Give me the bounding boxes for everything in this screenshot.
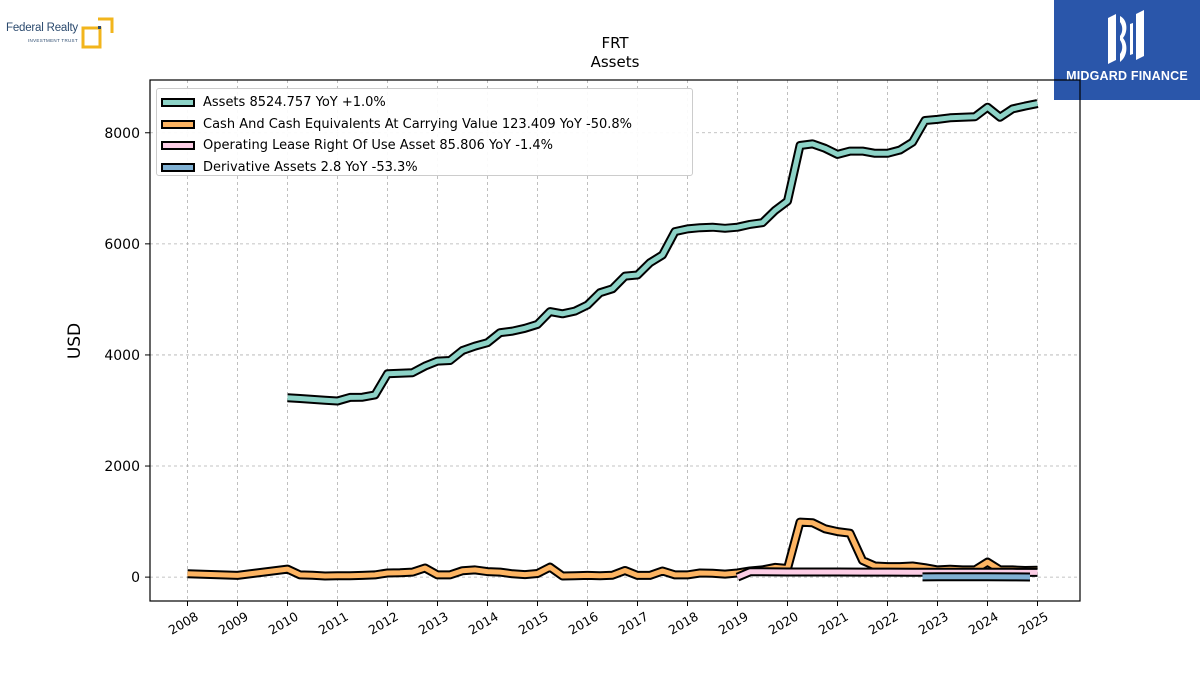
federal-realty-logo-sub: INVESTMENT TRUST	[28, 38, 78, 43]
x-tick-label: 2021	[816, 609, 851, 638]
x-tick-label: 2022	[866, 609, 901, 638]
y-tick-label: 0	[131, 570, 140, 586]
x-tick-label: 2017	[616, 609, 651, 638]
x-tick-label: 2018	[666, 609, 701, 638]
x-tick-label: 2024	[966, 609, 1001, 638]
x-tick-label: 2011	[316, 609, 351, 638]
series-lines	[187, 99, 1039, 582]
x-tick-label: 2008	[166, 609, 201, 638]
midgard-logo-name: MIDGARD FINANCE	[1066, 69, 1188, 83]
chart-subtitle: Assets	[591, 53, 640, 71]
y-tick-label: 6000	[104, 237, 140, 253]
legend-swatch-operating-lease	[161, 141, 195, 151]
legend-swatch-cash	[161, 119, 195, 129]
series-line-assets	[287, 101, 1038, 404]
plot-frame	[149, 79, 1081, 602]
x-tick-label: 2019	[716, 609, 751, 638]
x-tick-label: 2020	[766, 609, 801, 638]
y-tick-label: 2000	[104, 459, 140, 475]
legend-item-operating-lease: Operating Lease Right Of Use Asset 85.80…	[161, 135, 692, 157]
x-tick-label: 2015	[516, 609, 551, 638]
axis-ticks: 2008 2009 2010 2011 2012 2013 2014 2015 2016 2017…	[104, 126, 1050, 638]
chart-title: FRT	[601, 34, 629, 52]
federal-realty-logo-name: Federal Realty	[6, 22, 78, 34]
x-tick-label: 2013	[416, 609, 451, 638]
midgard-logo-mark-icon	[1108, 10, 1144, 64]
legend-label-derivative-assets: Derivative Assets 2.8 YoY -53.3%	[203, 159, 418, 175]
chart-legend: Assets 8524.757 YoY +1.0% Cash And Cash …	[156, 88, 693, 176]
x-tick-label: 2009	[216, 609, 251, 638]
x-tick-label: 2014	[466, 609, 501, 638]
y-axis-label: USD	[65, 323, 85, 359]
legend-label-cash: Cash And Cash Equivalents At Carrying Va…	[203, 116, 632, 132]
midgard-finance-logo: MIDGARD FINANCE	[1054, 0, 1200, 100]
legend-label-operating-lease: Operating Lease Right Of Use Asset 85.80…	[203, 138, 553, 154]
x-tick-label: 2016	[566, 609, 601, 638]
y-tick-label: 4000	[104, 348, 140, 364]
legend-swatch-derivative-assets	[161, 162, 195, 172]
x-tick-label: 2010	[266, 609, 301, 638]
legend-item-derivative-assets: Derivative Assets 2.8 YoY -53.3%	[161, 157, 692, 179]
federal-realty-logo: Federal Realty INVESTMENT TRUST	[4, 16, 114, 52]
y-tick-label: 8000	[104, 126, 140, 142]
x-tick-label: 2012	[366, 609, 401, 638]
legend-label-assets: Assets 8524.757 YoY +1.0%	[203, 95, 386, 111]
federal-realty-mark-icon	[81, 17, 114, 49]
x-tick-label: 2025	[1016, 609, 1051, 638]
legend-item-assets: Assets 8524.757 YoY +1.0%	[161, 92, 692, 114]
series-line-operating-lease	[736, 569, 1038, 580]
legend-swatch-assets	[161, 98, 195, 108]
series-line-cash	[187, 519, 1038, 579]
legend-item-cash: Cash And Cash Equivalents At Carrying Va…	[161, 114, 692, 136]
x-tick-label: 2023	[916, 609, 951, 638]
